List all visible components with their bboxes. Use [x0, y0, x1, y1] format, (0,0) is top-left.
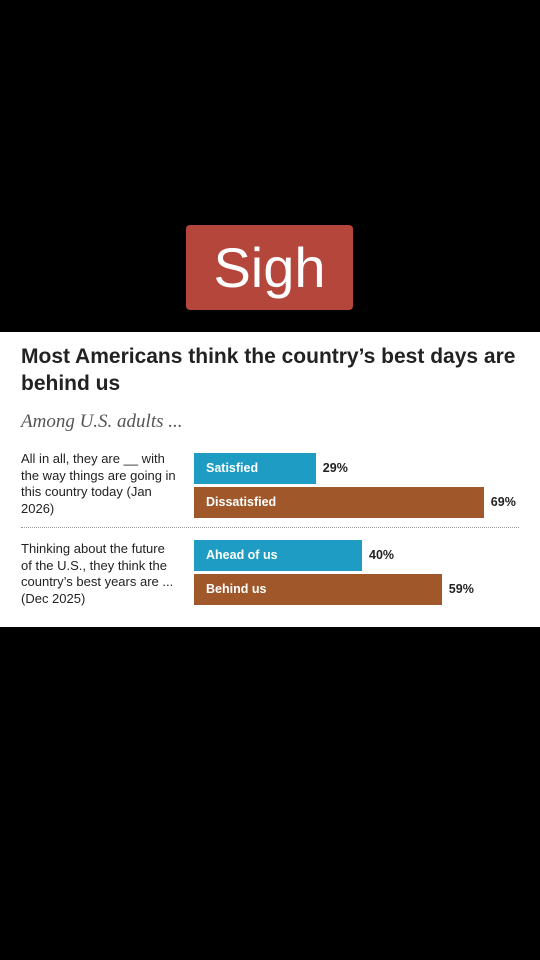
bar-label: Satisfied — [206, 461, 259, 475]
bar-label: Dissatisfied — [206, 495, 277, 509]
chart-subtitle: Among U.S. adults ... — [21, 411, 183, 432]
value-label: 40% — [369, 548, 395, 562]
chart-title: Most Americans think the country’s best … — [21, 345, 516, 395]
bar — [194, 540, 362, 571]
question-label: Thinking about the future of the U.S., t… — [21, 541, 174, 606]
value-label: 69% — [490, 495, 516, 509]
bar — [194, 574, 442, 605]
caption: Sigh — [186, 225, 353, 310]
bar-label: Behind us — [206, 582, 267, 596]
separator — [21, 527, 519, 528]
bar — [194, 487, 484, 518]
question-label: All in all, they are __ with the way thi… — [21, 451, 176, 516]
bar — [194, 453, 316, 484]
value-label: 59% — [448, 582, 474, 596]
bar-label: Ahead of us — [206, 548, 278, 562]
value-label: 29% — [322, 461, 348, 475]
